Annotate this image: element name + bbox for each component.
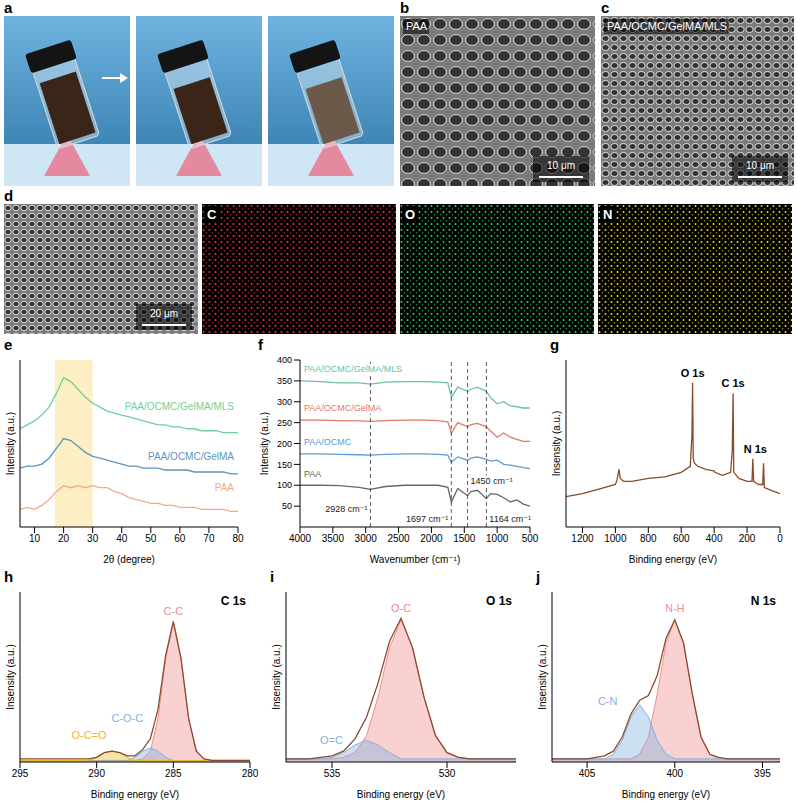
svg-text:10 μm: 10 μm <box>746 160 774 171</box>
svg-text:1000: 1000 <box>604 533 627 544</box>
svg-text:20: 20 <box>58 533 70 544</box>
svg-text:N: N <box>603 207 612 222</box>
svg-text:Binding energy (eV): Binding energy (eV) <box>629 554 717 565</box>
svg-text:400: 400 <box>706 533 723 544</box>
svg-text:2000: 2000 <box>420 533 443 544</box>
svg-text:40: 40 <box>116 533 128 544</box>
svg-text:1450 cm⁻¹: 1450 cm⁻¹ <box>471 476 513 486</box>
svg-text:C 1s: C 1s <box>721 377 744 389</box>
svg-text:395: 395 <box>754 768 771 779</box>
html-text:f: f <box>258 336 263 353</box>
svg-text:PAA/OCMC/GelMA: PAA/OCMC/GelMA <box>148 451 234 462</box>
svg-text:3500: 3500 <box>322 533 345 544</box>
svg-text:PAA/OCMC: PAA/OCMC <box>304 437 352 447</box>
html-text:h: h <box>4 568 14 585</box>
svg-text:Insensity (a.u.): Insensity (a.u.) <box>271 644 282 710</box>
svg-text:10 μm: 10 μm <box>547 160 575 171</box>
svg-text:Wavenumber (cm⁻¹): Wavenumber (cm⁻¹) <box>370 554 460 565</box>
svg-text:PAA: PAA <box>406 20 428 32</box>
svg-text:800: 800 <box>640 533 657 544</box>
svg-text:C: C <box>207 207 217 222</box>
svg-text:PAA/OCMC/GelMA/MLS: PAA/OCMC/GelMA/MLS <box>304 364 402 374</box>
svg-text:PAA: PAA <box>304 469 321 479</box>
svg-text:400: 400 <box>277 355 292 365</box>
svg-text:300: 300 <box>277 397 292 407</box>
svg-text:PAA/OCMC/GelMA/MLS: PAA/OCMC/GelMA/MLS <box>125 401 235 412</box>
svg-text:30: 30 <box>87 533 99 544</box>
svg-text:PAA/OCMC/GelMA: PAA/OCMC/GelMA <box>304 403 381 413</box>
html-text:C 1s: C 1s <box>220 594 246 608</box>
svg-text:150: 150 <box>277 460 292 470</box>
svg-text:535: 535 <box>324 768 341 779</box>
svg-text:Intensity (a.u.): Intensity (a.u.) <box>5 412 16 475</box>
html-text:d: d <box>4 187 14 204</box>
svg-text:C-N: C-N <box>598 695 618 707</box>
svg-text:O-C=O: O-C=O <box>71 729 107 741</box>
svg-text:1200: 1200 <box>571 533 594 544</box>
svg-text:PAA/OCMC/GelMA/MLS: PAA/OCMC/GelMA/MLS <box>607 20 727 32</box>
html-text:O 1s: O 1s <box>486 594 512 608</box>
svg-text:50: 50 <box>282 501 292 511</box>
svg-text:4000: 4000 <box>289 533 312 544</box>
svg-text:290: 290 <box>88 768 105 779</box>
svg-text:530: 530 <box>439 768 456 779</box>
svg-text:1000: 1000 <box>486 533 509 544</box>
svg-text:10: 10 <box>29 533 41 544</box>
svg-text:20 μm: 20 μm <box>150 308 178 319</box>
html-text:b: b <box>400 0 410 16</box>
svg-text:50: 50 <box>145 533 157 544</box>
html-text:j: j <box>536 568 541 585</box>
svg-text:500: 500 <box>522 533 539 544</box>
svg-text:285: 285 <box>165 768 182 779</box>
svg-text:Insensity (a.u.): Insensity (a.u.) <box>5 644 16 710</box>
svg-text:3000: 3000 <box>355 533 378 544</box>
svg-text:O=C: O=C <box>320 734 343 746</box>
html-text:c: c <box>601 0 610 16</box>
svg-text:Binding energy (eV): Binding energy (eV) <box>357 789 445 800</box>
svg-text:N 1s: N 1s <box>744 443 767 455</box>
svg-text:2θ (degree): 2θ (degree) <box>103 554 155 565</box>
svg-text:60: 60 <box>174 533 186 544</box>
html-text:g: g <box>550 336 560 353</box>
svg-text:Binding energy (eV): Binding energy (eV) <box>622 789 710 800</box>
svg-text:100: 100 <box>277 480 292 490</box>
svg-text:2500: 2500 <box>387 533 410 544</box>
svg-text:280: 280 <box>242 768 259 779</box>
svg-text:PAA: PAA <box>215 482 235 493</box>
svg-text:O 1s: O 1s <box>681 367 705 379</box>
svg-text:1164 cm⁻¹: 1164 cm⁻¹ <box>489 514 531 524</box>
svg-text:O-C: O-C <box>391 602 411 614</box>
svg-text:405: 405 <box>579 768 596 779</box>
svg-text:C-O-C: C-O-C <box>111 712 143 724</box>
svg-text:1697 cm⁻¹: 1697 cm⁻¹ <box>406 514 448 524</box>
svg-text:1500: 1500 <box>453 533 476 544</box>
svg-text:80: 80 <box>232 533 244 544</box>
svg-text:0: 0 <box>777 533 783 544</box>
svg-text:200: 200 <box>277 439 292 449</box>
svg-text:200: 200 <box>739 533 756 544</box>
html-text:a: a <box>4 0 13 16</box>
svg-text:295: 295 <box>12 768 29 779</box>
html-text:e: e <box>4 336 13 353</box>
html-text:i: i <box>270 568 275 585</box>
html-text:N 1s: N 1s <box>750 594 776 608</box>
svg-text:250: 250 <box>277 418 292 428</box>
svg-text:Binding energy (eV): Binding energy (eV) <box>91 789 179 800</box>
svg-text:350: 350 <box>277 376 292 386</box>
svg-text:Insensity (a.u.): Insensity (a.u.) <box>551 411 562 477</box>
svg-text:2928 cm⁻¹: 2928 cm⁻¹ <box>325 504 367 514</box>
svg-text:O: O <box>405 207 415 222</box>
svg-text:Insensity (a.u.): Insensity (a.u.) <box>537 644 548 710</box>
svg-text:N-H: N-H <box>665 602 685 614</box>
svg-text:400: 400 <box>666 768 683 779</box>
svg-text:600: 600 <box>673 533 690 544</box>
svg-text:70: 70 <box>203 533 215 544</box>
svg-text:Intensity (a.u.): Intensity (a.u.) <box>259 412 270 475</box>
svg-text:C-C: C-C <box>164 605 184 617</box>
